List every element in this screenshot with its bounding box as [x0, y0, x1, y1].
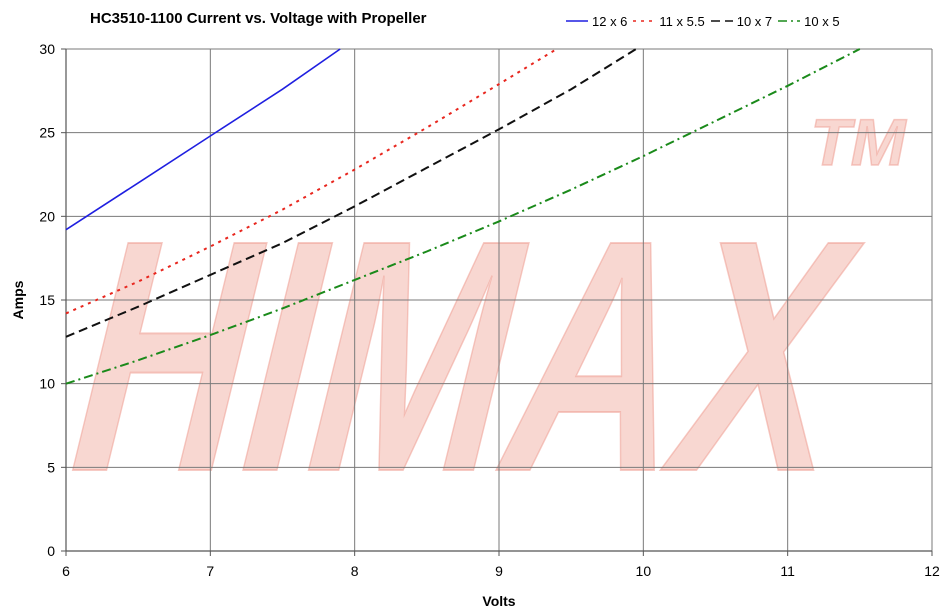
legend-label: 10 x 7	[736, 13, 773, 29]
y-tick-label: 0	[47, 543, 55, 559]
x-tick-label: 12	[924, 563, 940, 579]
x-tick-label: 7	[206, 563, 214, 579]
x-tick-label: 8	[351, 563, 359, 579]
y-tick-label: 25	[39, 125, 55, 141]
legend-swatch	[633, 20, 656, 22]
x-tick-label: 11	[780, 563, 795, 579]
y-tick-label: 5	[47, 459, 55, 475]
series-line-3	[65, 48, 637, 338]
y-tick-label: 30	[39, 41, 55, 57]
y-tick-label: 10	[39, 376, 55, 392]
x-tick-label: 10	[636, 563, 652, 579]
series-line-1	[65, 48, 341, 231]
legend-label: 11 x 5.5	[659, 13, 705, 29]
y-tick-label: 20	[39, 208, 55, 224]
legend-item-1: 12 x 6	[566, 14, 627, 29]
chart-title: HC3510-1100 Current vs. Voltage with Pro…	[90, 10, 427, 27]
y-axis-label: Amps	[10, 280, 26, 319]
watermark-trademark: TM	[810, 105, 907, 179]
legend-swatch	[778, 20, 801, 22]
x-tick-label: 6	[62, 563, 70, 579]
legend-item-4: 10 x 5	[778, 13, 840, 29]
legend-label: 10 x 5	[804, 13, 840, 29]
x-axis-label: Volts	[482, 593, 515, 609]
chart-legend: 12 x 6 11 x 5.5 10 x 7 10 x 5	[566, 12, 846, 30]
legend-label: 12 x 6	[592, 13, 628, 29]
legend-swatch	[710, 20, 733, 22]
watermark-logo: HIMAX	[61, 172, 872, 541]
y-tick-label: 15	[39, 292, 55, 308]
x-tick-label: 9	[495, 563, 503, 579]
series-line-2	[65, 48, 558, 315]
series-line-4	[65, 48, 861, 385]
legend-swatch	[566, 20, 588, 22]
legend-item-2: 11 x 5.5	[633, 13, 705, 29]
legend-item-3: 10 x 7	[710, 13, 773, 29]
